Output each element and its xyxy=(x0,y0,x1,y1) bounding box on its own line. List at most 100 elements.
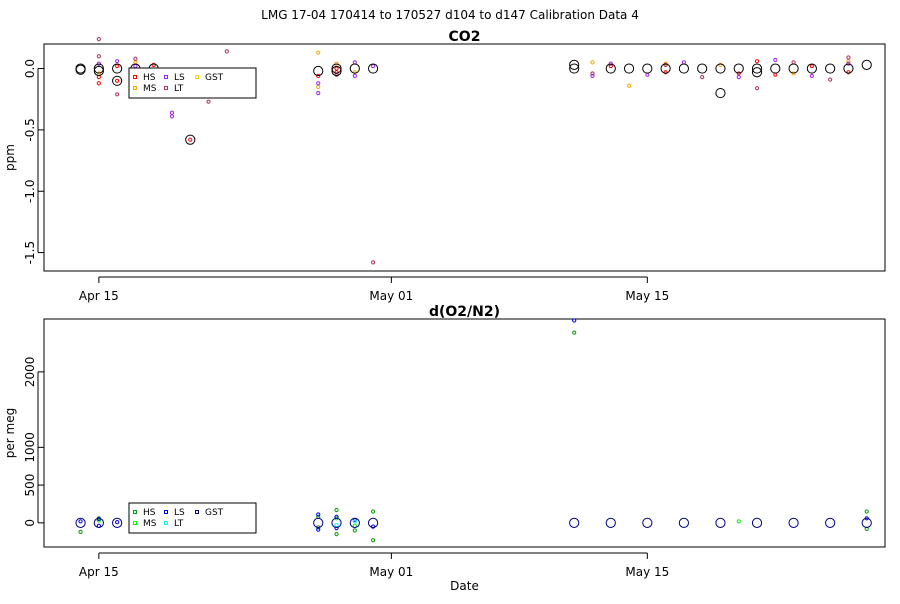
o2n2-point-gst xyxy=(112,517,123,528)
co2-point-ls xyxy=(809,73,814,79)
co2-point-gst xyxy=(715,87,726,99)
o2n2-point-gst xyxy=(605,517,616,528)
o2n2-legend-swatch xyxy=(195,510,199,514)
co2-point-gst xyxy=(185,134,196,145)
o2n2-point-gst xyxy=(313,517,324,528)
co2-point-ms xyxy=(590,60,595,65)
co2-point-ls xyxy=(169,114,175,119)
figure-title: LMG 17-04 170414 to 170527 d104 to d147 … xyxy=(261,8,639,22)
co2-point-gst xyxy=(569,59,580,70)
o2n2-point-gst xyxy=(861,517,872,528)
co2-point-lt xyxy=(115,92,120,97)
o2n2-point-ls xyxy=(316,512,321,517)
co2-point-gst xyxy=(642,63,653,74)
co2-point-gst xyxy=(843,63,854,74)
co2-axes: 0.0 -0.5 -1.0 -1.5 Apr 15 May 01 May 15 xyxy=(23,59,669,303)
o2n2-point-ms xyxy=(96,518,101,523)
o2n2-point-ms xyxy=(736,519,741,524)
co2-point-gst xyxy=(788,63,799,74)
co2-y-tick-label: -1.0 xyxy=(23,180,37,203)
co2-x-tick-label: Apr 15 xyxy=(79,289,119,303)
o2n2-legend-label: HS xyxy=(143,508,156,518)
co2-point-gst xyxy=(112,75,123,86)
o2n2-point-ls xyxy=(316,527,321,532)
co2-point-hs xyxy=(754,59,760,64)
co2-point-hs xyxy=(846,70,851,75)
co2-point-ms xyxy=(96,71,101,76)
co2-plot-frame xyxy=(43,43,886,272)
co2-point-hs xyxy=(115,63,120,69)
o2n2-point-hs xyxy=(352,528,357,533)
o2n2-point-gst xyxy=(569,517,580,528)
co2-point-lt xyxy=(206,99,211,104)
o2n2-chart-title: d(O2/N2) xyxy=(429,304,500,320)
co2-point-ls xyxy=(316,90,321,96)
o2n2-y-tick-label: 500 xyxy=(23,474,37,497)
co2-point-gst xyxy=(93,63,104,74)
co2-point-gst xyxy=(861,59,872,70)
co2-point-ls xyxy=(736,75,741,80)
co2-point-ms xyxy=(316,50,321,55)
co2-point-hs xyxy=(316,73,321,79)
co2-point-ls xyxy=(608,61,613,66)
co2-point-hs xyxy=(663,70,668,75)
o2n2-point-lt xyxy=(334,523,339,528)
o2n2-legend-label: LT xyxy=(174,519,184,529)
o2n2-legend-swatch xyxy=(133,510,137,514)
o2n2-point-gst xyxy=(715,517,726,528)
o2n2-legend-label: MS xyxy=(143,519,157,529)
o2n2-legend-box xyxy=(128,502,257,534)
o2n2-x-tick-label: May 15 xyxy=(625,565,669,579)
o2n2-point-ls xyxy=(572,318,577,323)
o2n2-plot-frame xyxy=(43,318,886,548)
co2-point-ms xyxy=(791,71,796,76)
o2n2-point-ls xyxy=(78,519,83,524)
o2n2-point-hs xyxy=(334,507,339,513)
o2n2-point-lt xyxy=(352,519,357,524)
o2n2-point-gst xyxy=(678,517,689,528)
co2-point-lt xyxy=(224,49,229,54)
co2-point-hs xyxy=(809,63,814,69)
co2-point-hs xyxy=(608,63,613,69)
co2-x-tick-label: May 15 xyxy=(625,289,669,303)
co2-point-ls xyxy=(115,59,120,64)
co2-point-hs xyxy=(115,78,120,83)
co2-point-gst xyxy=(678,63,689,74)
co2-x-tick-label: May 01 xyxy=(369,289,413,303)
o2n2-legend-swatch xyxy=(164,510,168,514)
o2n2-point-gst xyxy=(788,517,799,528)
o2n2-x-tick-label: May 01 xyxy=(369,565,413,579)
o2n2-legend-swatch xyxy=(133,521,137,525)
o2n2-point-hs xyxy=(370,538,376,543)
co2-point-gst xyxy=(697,63,708,74)
co2-point-gst xyxy=(825,63,836,74)
co2-point-hs xyxy=(96,81,101,86)
co2-point-gst xyxy=(313,65,324,77)
co2-point-gst xyxy=(349,63,360,74)
co2-legend-swatch xyxy=(133,75,137,79)
o2n2-y-tick-label: 2000 xyxy=(23,357,37,388)
o2n2-point-gst xyxy=(93,517,104,528)
co2-legend-label: MS xyxy=(143,84,157,94)
o2n2-point-gst xyxy=(642,517,653,528)
o2n2-x-axis-label: Date xyxy=(450,579,479,593)
o2n2-legend-swatch xyxy=(164,521,168,525)
co2-point-lt xyxy=(370,260,376,265)
co2-chart-title: CO2 xyxy=(449,29,481,45)
co2-point-gst xyxy=(75,64,86,75)
co2-point-gst xyxy=(770,63,781,74)
co2-point-gst xyxy=(660,63,671,74)
co2-point-lt xyxy=(663,62,668,67)
co2-panel: CO2 ppm 0.0 -0.5 -1.0 -1.5 Apr 15 May 01 May 1… xyxy=(3,29,886,303)
co2-legend-swatch xyxy=(164,86,168,90)
co2-point-gst xyxy=(112,63,123,74)
co2-legend-box xyxy=(128,67,257,99)
co2-legend-label: GST xyxy=(205,73,224,83)
co2-point-lt xyxy=(133,56,138,61)
co2-point-ls xyxy=(590,73,595,79)
o2n2-panel: d(O2/N2) per meg Date 0 500 1000 2000 Apr 15… xyxy=(3,304,886,593)
co2-y-tick-label: -0.5 xyxy=(23,118,37,141)
